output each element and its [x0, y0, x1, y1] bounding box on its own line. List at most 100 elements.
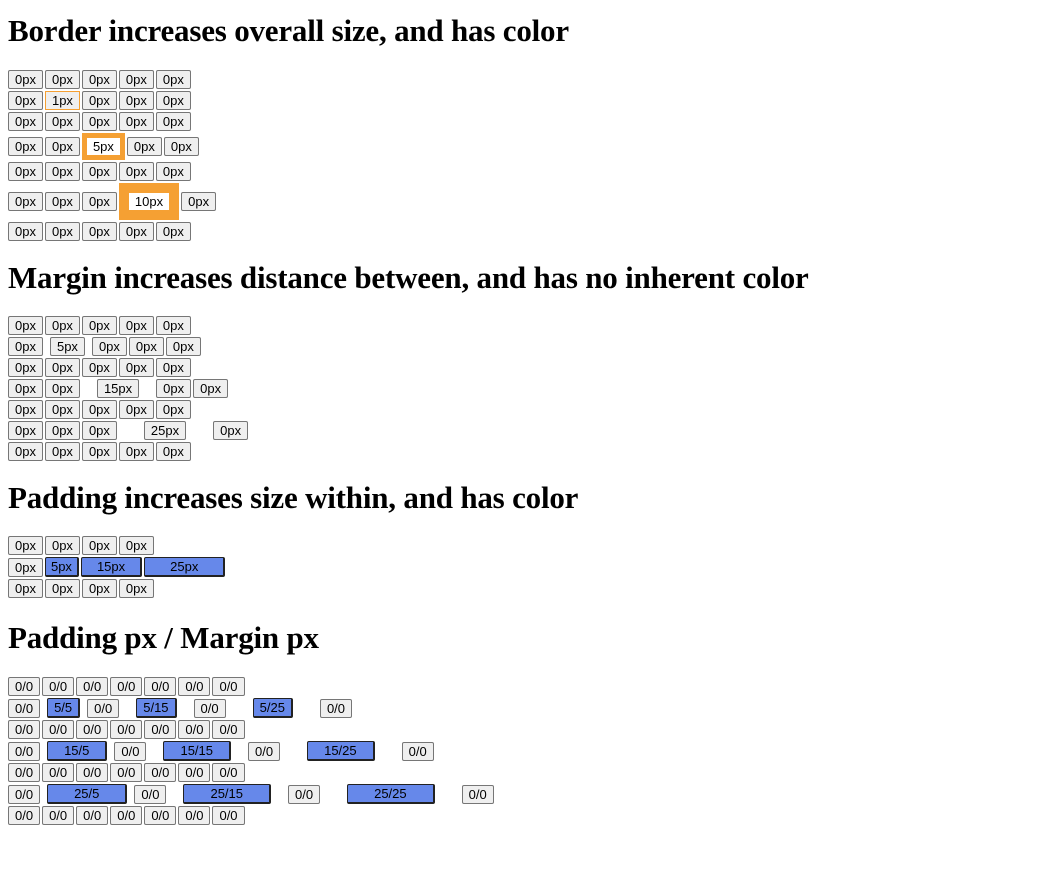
margin-demo-button[interactable]: 0px — [44, 442, 80, 461]
padmargin-demo-button[interactable]: 0/0 — [401, 741, 434, 761]
padmargin-demo-button[interactable]: 0/0 — [42, 763, 75, 782]
padding-demo-button[interactable]: 0px — [8, 536, 43, 555]
padmargin-demo-button[interactable]: 0/0 — [8, 720, 41, 739]
margin-demo-button[interactable]: 0px — [91, 337, 127, 356]
margin-demo-button[interactable]: 0px — [8, 358, 43, 377]
border-demo-button[interactable]: 0px — [118, 70, 154, 89]
border-demo-button[interactable]: 0px — [155, 112, 191, 131]
padding-demo-button[interactable]: 0px — [118, 536, 154, 555]
padmargin-demo-button[interactable]: 0/0 — [110, 806, 143, 825]
margin-demo-button[interactable]: 0px — [44, 379, 80, 398]
border-demo-button[interactable]: 0px — [44, 192, 80, 211]
border-demo-button[interactable]: 0px — [8, 137, 43, 156]
border-demo-button[interactable]: 0px — [81, 112, 117, 131]
border-demo-button[interactable]: 0px — [118, 222, 154, 241]
padmargin-demo-button[interactable]: 0/0 — [288, 784, 321, 804]
margin-demo-button[interactable]: 0px — [155, 400, 191, 419]
border-demo-button[interactable]: 10px — [118, 183, 180, 220]
margin-demo-button[interactable]: 0px — [81, 358, 117, 377]
border-demo-button[interactable]: 0px — [81, 162, 117, 181]
border-demo-button[interactable]: 0px — [44, 70, 80, 89]
padding-demo-button[interactable]: 15px — [80, 557, 143, 577]
padding-demo-button[interactable]: 0px — [8, 557, 43, 577]
margin-demo-button[interactable]: 0px — [193, 379, 229, 398]
padmargin-demo-button[interactable]: 0/0 — [178, 763, 211, 782]
padmargin-demo-button[interactable]: 0/0 — [76, 677, 109, 696]
border-demo-button[interactable]: 0px — [155, 222, 191, 241]
border-demo-button[interactable]: 0px — [155, 70, 191, 89]
padmargin-demo-button[interactable]: 0/0 — [134, 784, 167, 804]
padding-demo-button[interactable]: 0px — [44, 579, 80, 598]
padmargin-demo-button[interactable]: 0/0 — [178, 720, 211, 739]
border-demo-button[interactable]: 0px — [8, 91, 43, 110]
margin-demo-button[interactable]: 25px — [143, 421, 187, 440]
padmargin-demo-button[interactable]: 25/5 — [47, 784, 128, 804]
border-demo-button[interactable]: 0px — [8, 192, 43, 211]
padmargin-demo-button[interactable]: 0/0 — [8, 784, 41, 804]
padding-demo-button[interactable]: 0px — [81, 579, 117, 598]
padmargin-demo-button[interactable]: 0/0 — [87, 698, 120, 718]
padmargin-demo-button[interactable]: 0/0 — [110, 677, 143, 696]
border-demo-button[interactable]: 0px — [181, 192, 217, 211]
padmargin-demo-button[interactable]: 25/25 — [347, 784, 435, 804]
padmargin-demo-button[interactable]: 15/5 — [47, 741, 108, 761]
padding-demo-button[interactable]: 0px — [8, 579, 43, 598]
padmargin-demo-button[interactable]: 0/0 — [193, 698, 226, 718]
margin-demo-button[interactable]: 0px — [156, 379, 192, 398]
padmargin-demo-button[interactable]: 0/0 — [110, 763, 143, 782]
margin-demo-button[interactable]: 0px — [81, 421, 117, 440]
padmargin-demo-button[interactable]: 0/0 — [461, 784, 494, 804]
padmargin-demo-button[interactable]: 0/0 — [144, 806, 177, 825]
border-demo-button[interactable]: 0px — [81, 192, 117, 211]
padmargin-demo-button[interactable]: 0/0 — [8, 677, 41, 696]
margin-demo-button[interactable]: 0px — [8, 400, 43, 419]
border-demo-button[interactable]: 0px — [155, 162, 191, 181]
border-demo-button[interactable]: 0px — [163, 137, 199, 156]
padmargin-demo-button[interactable]: 0/0 — [76, 806, 109, 825]
margin-demo-button[interactable]: 0px — [44, 358, 80, 377]
padmargin-demo-button[interactable]: 0/0 — [144, 763, 177, 782]
margin-demo-button[interactable]: 0px — [118, 400, 154, 419]
border-demo-button[interactable]: 0px — [118, 112, 154, 131]
padmargin-demo-button[interactable]: 15/15 — [163, 741, 232, 761]
padmargin-demo-button[interactable]: 0/0 — [42, 677, 75, 696]
border-demo-button[interactable]: 5px — [81, 133, 125, 160]
padmargin-demo-button[interactable]: 0/0 — [248, 741, 281, 761]
margin-demo-button[interactable]: 0px — [81, 400, 117, 419]
padding-demo-button[interactable]: 0px — [44, 536, 80, 555]
border-demo-button[interactable]: 0px — [81, 70, 117, 89]
border-demo-button[interactable]: 0px — [8, 222, 43, 241]
padmargin-demo-button[interactable]: 0/0 — [319, 698, 353, 718]
margin-demo-button[interactable]: 0px — [213, 421, 249, 440]
margin-demo-button[interactable]: 0px — [8, 421, 43, 440]
padmargin-demo-button[interactable]: 0/0 — [42, 720, 75, 739]
border-demo-button[interactable]: 0px — [44, 112, 80, 131]
margin-demo-button[interactable]: 0px — [44, 421, 80, 440]
margin-demo-button[interactable]: 0px — [118, 358, 154, 377]
padmargin-demo-button[interactable]: 0/0 — [110, 720, 143, 739]
padmargin-demo-button[interactable]: 0/0 — [8, 763, 41, 782]
margin-demo-button[interactable]: 0px — [8, 337, 43, 356]
padmargin-demo-button[interactable]: 0/0 — [178, 806, 211, 825]
padmargin-demo-button[interactable]: 0/0 — [212, 763, 245, 782]
border-demo-button[interactable]: 0px — [44, 162, 80, 181]
margin-demo-button[interactable]: 0px — [8, 316, 43, 335]
margin-demo-button[interactable]: 0px — [8, 442, 43, 461]
border-demo-button[interactable]: 0px — [81, 91, 117, 110]
margin-demo-button[interactable]: 5px — [49, 337, 85, 356]
padding-demo-button[interactable]: 0px — [81, 536, 117, 555]
padmargin-demo-button[interactable]: 0/0 — [76, 720, 109, 739]
border-demo-button[interactable]: 0px — [155, 91, 191, 110]
border-demo-button[interactable]: 0px — [126, 137, 162, 156]
margin-demo-button[interactable]: 0px — [44, 400, 80, 419]
margin-demo-button[interactable]: 0px — [155, 358, 191, 377]
padding-demo-button[interactable]: 0px — [118, 579, 154, 598]
border-demo-button[interactable]: 0px — [8, 70, 43, 89]
padmargin-demo-button[interactable]: 5/15 — [136, 698, 177, 718]
border-demo-button[interactable]: 0px — [44, 222, 80, 241]
margin-demo-button[interactable]: 0px — [81, 442, 117, 461]
margin-demo-button[interactable]: 0px — [81, 316, 117, 335]
margin-demo-button[interactable]: 0px — [118, 316, 154, 335]
padmargin-demo-button[interactable]: 5/5 — [47, 698, 81, 718]
padmargin-demo-button[interactable]: 0/0 — [212, 806, 245, 825]
